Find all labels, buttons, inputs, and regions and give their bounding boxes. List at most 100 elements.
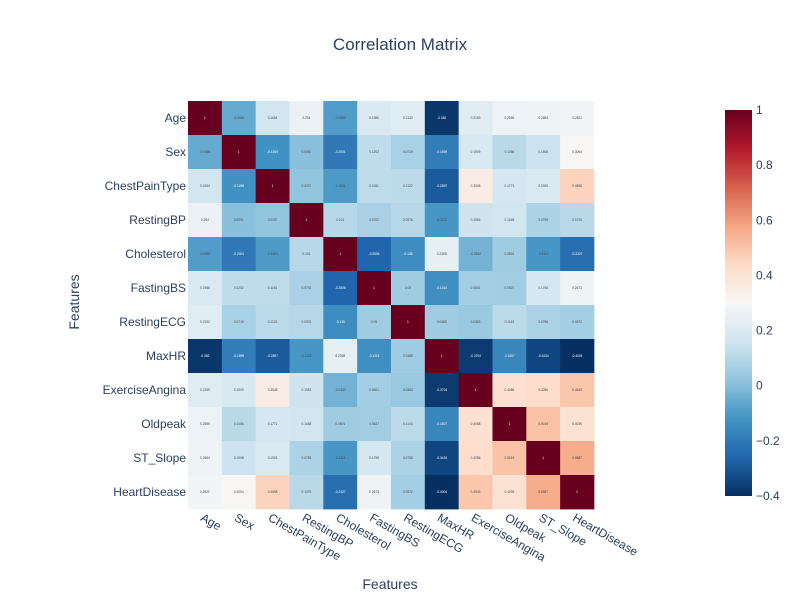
heatmap-cell-oldpeak-age — [188, 407, 223, 442]
heatmap-cell-label: 0.2589 — [200, 422, 210, 426]
heatmap-cell-sex-cholesterol — [323, 135, 358, 170]
heatmap-cell-maxhr-heartdisease — [560, 339, 595, 374]
heatmap-cell-label: 0.0485 — [437, 320, 447, 324]
heatmap-cell-heartdisease-exerciseangina — [458, 475, 493, 510]
heatmap-cell-label: 0.0785 — [403, 456, 413, 460]
heatmap-cell-label: 1 — [238, 150, 240, 154]
x-tick-label: Sex — [232, 510, 257, 532]
heatmap-cell-sex-maxhr — [424, 135, 460, 170]
heatmap-cell-sex-sex — [221, 135, 257, 170]
heatmap-cell-sex-restingbp — [289, 135, 324, 170]
heatmap-cell-chestpaintype-exerciseangina — [458, 169, 493, 204]
heatmap-cell-label: 0.0051 — [234, 218, 244, 222]
y-tick-label: Age — [165, 111, 187, 125]
heatmap-cell-exerciseangina-fastingbs — [357, 373, 392, 408]
heatmap-cell-label: -0.3434 — [538, 354, 549, 358]
heatmap-cell-restingbp-maxhr — [424, 203, 460, 238]
heatmap-cell-label: 0.2684 — [200, 456, 210, 460]
heatmap-cell-label: -0.1899 — [233, 354, 244, 358]
heatmap-cell-label: -0.3704 — [470, 354, 481, 358]
heatmap-cell-label: -0.0555 — [233, 116, 244, 120]
heatmap-cell-sex-heartdisease — [560, 135, 595, 170]
heatmap-cell-label: 0.5019 — [505, 456, 515, 460]
heatmap-cell-restingecg-exerciseangina — [458, 305, 493, 340]
heatmap-cell-cholesterol-exerciseangina — [458, 237, 493, 272]
colorbar-tick-label: 0.2 — [756, 324, 773, 338]
heatmap-cell-label: -0.138 — [336, 320, 345, 324]
heatmap-cell-label: 0.1143 — [505, 320, 515, 324]
heatmap-cell-age-heartdisease — [560, 101, 595, 136]
heatmap-cell-cholesterol-restingecg — [390, 237, 426, 272]
heatmap-cell-label: 0.1143 — [403, 422, 413, 426]
heatmap-cell-heartdisease-st-slope — [526, 475, 561, 510]
heatmap-cell-heartdisease-age — [188, 475, 223, 510]
heatmap-cell-label: 0.1122 — [268, 320, 278, 324]
heatmap-cell-label: 0.1075 — [302, 490, 312, 494]
heatmap-cell-label: 0.1986 — [369, 116, 379, 120]
heatmap-cell-label: -0.2606 — [369, 252, 380, 256]
heatmap-cell-heartdisease-heartdisease — [560, 475, 595, 510]
heatmap-cell-label: -0.2327 — [572, 252, 583, 256]
heatmap-cell-label: 0.2132 — [200, 320, 210, 324]
heatmap-cell-age-restingbp — [289, 101, 324, 136]
x-tick-label: Age — [198, 510, 224, 533]
heatmap-cell-sex-chestpaintype — [255, 135, 290, 170]
heatmap-cell-label: 0.1771 — [505, 184, 515, 188]
heatmap-cell-restingbp-st-slope — [526, 203, 561, 238]
heatmap-cell-oldpeak-maxhr — [424, 407, 460, 442]
heatmap-cell-exerciseangina-age — [188, 373, 223, 408]
heatmap-cell-exerciseangina-exerciseangina — [458, 373, 493, 408]
heatmap-cell-label: 0.2132 — [403, 116, 413, 120]
heatmap-cell-label: -0.1269 — [267, 150, 278, 154]
heatmap-cell-st-slope-restingbp — [289, 441, 324, 476]
heatmap-cell-oldpeak-heartdisease — [560, 407, 595, 442]
heatmap-cell-restingecg-restingecg — [390, 305, 426, 340]
heatmap-cell-label: 1 — [441, 354, 443, 358]
heatmap-cell-label: 0.5019 — [538, 422, 548, 426]
heatmap-cell-chestpaintype-restingbp — [289, 169, 324, 204]
heatmap-cell-cholesterol-heartdisease — [560, 237, 595, 272]
heatmap-cell-label: 0.4088 — [505, 388, 515, 392]
heatmap-cell-sex-oldpeak — [492, 135, 527, 170]
y-tick-label: Cholesterol — [125, 247, 186, 261]
heatmap-cell-label: 0.0976 — [302, 320, 312, 324]
heatmap-cell-label: 0.0572 — [403, 490, 413, 494]
heatmap-cell-chestpaintype-restingecg — [390, 169, 426, 204]
heatmap-cell-chestpaintype-cholesterol — [323, 169, 358, 204]
heatmap-cell-label: 0.0976 — [403, 218, 413, 222]
heatmap-cell-exerciseangina-cholesterol — [323, 373, 358, 408]
colorbar-tick-label: 0.8 — [756, 158, 773, 172]
heatmap-cell-cholesterol-restingbp — [289, 237, 324, 272]
heatmap-cell-label: -0.2001 — [335, 150, 346, 154]
heatmap-cell-st-slope-age — [188, 441, 223, 476]
heatmap-cell-maxhr-maxhr — [424, 339, 460, 374]
heatmap-cell-label: 0.0572 — [572, 320, 582, 324]
heatmap-cell-oldpeak-sex — [221, 407, 257, 442]
heatmap-cell-label: -0.2897 — [436, 184, 447, 188]
y-tick-label: Oldpeak — [141, 417, 187, 431]
heatmap-cell-age-cholesterol — [323, 101, 358, 136]
heatmap-cell-label: 1 — [272, 184, 274, 188]
heatmap-cell-label: -0.1607 — [504, 354, 515, 358]
y-tick-label: FastingBS — [131, 281, 186, 295]
heatmap-cell-label: 0.05 — [405, 286, 411, 290]
heatmap-cell-label: -0.382 — [200, 354, 209, 358]
heatmap-cell-label: 0.3548 — [471, 184, 481, 188]
heatmap-cell-label: 0.2684 — [538, 116, 548, 120]
heatmap-cell-heartdisease-cholesterol — [323, 475, 358, 510]
heatmap-cell-label: 0.4088 — [471, 422, 481, 426]
heatmap-cell-label: -0.1122 — [436, 218, 447, 222]
heatmap-cell-oldpeak-chestpaintype — [255, 407, 290, 442]
heatmap-cell-restingbp-fastingbs — [357, 203, 392, 238]
heatmap-cell-label: 0.3054 — [234, 490, 244, 494]
heatmap-cell-maxhr-restingbp — [289, 339, 324, 374]
heatmap-cell-fastingbs-heartdisease — [560, 271, 595, 306]
heatmap-cells: 1 -0.0555 0.1654 0.254 -0.0952 0.1986 0.2132 -0… — [188, 101, 595, 510]
heatmap-cell-heartdisease-chestpaintype — [255, 475, 290, 510]
heatmap-cell-label: 0.1056 — [234, 422, 244, 426]
y-tick-label: ChestPainType — [105, 179, 187, 193]
heatmap-cell-label: 0.0051 — [302, 150, 312, 154]
heatmap-cell-restingecg-oldpeak — [492, 305, 527, 340]
y-tick-label: Sex — [165, 145, 186, 159]
